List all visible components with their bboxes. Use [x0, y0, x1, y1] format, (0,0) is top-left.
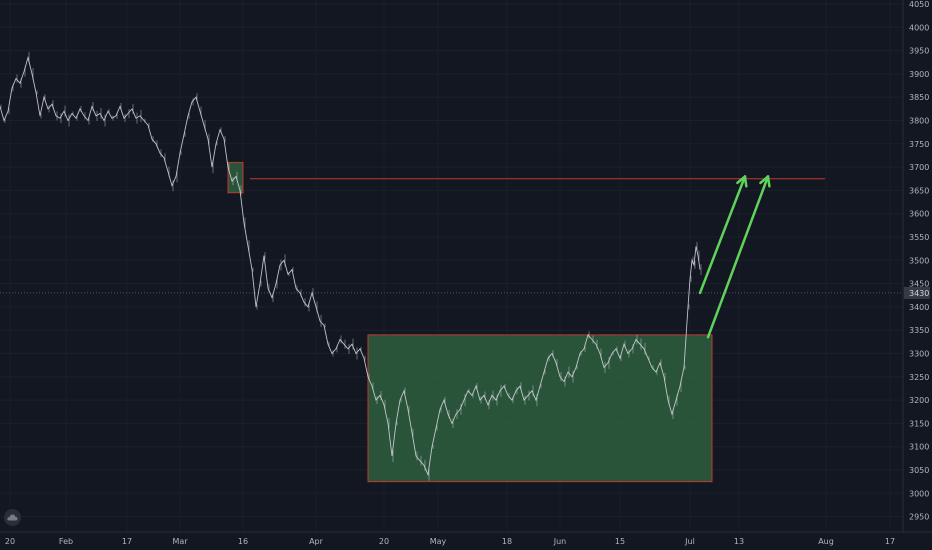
y-tick-label: 3450: [909, 280, 929, 289]
y-tick-label: 4050: [909, 0, 929, 9]
x-tick-label: Aug: [818, 537, 834, 546]
x-tick-label: Jun: [553, 537, 567, 546]
x-tick-label: 17: [885, 537, 895, 546]
y-tick-label: 3750: [909, 140, 929, 149]
x-tick-label: 20: [5, 537, 15, 546]
current-price-label: 3430: [909, 289, 929, 298]
x-tick-label: Apr: [309, 537, 324, 546]
x-tick-label: 13: [734, 537, 744, 546]
y-tick-label: 3300: [909, 350, 929, 359]
y-tick-label: 3400: [909, 303, 929, 312]
y-tick-label: 3900: [909, 70, 929, 79]
x-tick-label: 18: [502, 537, 512, 546]
y-tick-label: 3100: [909, 443, 929, 452]
x-tick-label: Jul: [684, 537, 695, 546]
y-tick-label: 3250: [909, 373, 929, 382]
arrow-head: [736, 175, 748, 188]
x-tick-label: 15: [615, 537, 625, 546]
y-tick-label: 3350: [909, 326, 929, 335]
tradingview-cloud-icon[interactable]: [4, 509, 21, 526]
time-axis[interactable]: 20 Feb 17 Mar 16 Apr 20 May 18 Jun 15 Jul 13 Aug 17: [5, 537, 895, 546]
y-tick-label: 3950: [909, 47, 929, 56]
y-tick-label: 3650: [909, 186, 929, 195]
y-tick-label: 3200: [909, 396, 929, 405]
y-tick-label: 3550: [909, 233, 929, 242]
y-tick-label: 3150: [909, 419, 929, 428]
y-tick-label: 3700: [909, 163, 929, 172]
x-tick-label: 20: [379, 537, 389, 546]
y-tick-label: 2950: [909, 513, 929, 522]
x-tick-label: 16: [238, 537, 248, 546]
y-tick-label: 3000: [909, 489, 929, 498]
y-tick-label: 3800: [909, 117, 929, 126]
y-tick-label: 3850: [909, 93, 929, 102]
x-tick-label: Mar: [172, 537, 188, 546]
projection-arrows: [698, 175, 771, 339]
price-series: [0, 52, 702, 481]
current-price-badge: 3430: [904, 286, 930, 299]
demand-zone-box[interactable]: [367, 334, 713, 483]
projection-arrow[interactable]: [698, 175, 747, 295]
x-tick-label: 17: [122, 537, 132, 546]
arrow-head: [759, 175, 771, 188]
resistance-line-layer: [0, 178, 903, 294]
price-axis[interactable]: 4050 4000 3950 3900 3850 3800 3750 3700 3650 3600…: [909, 0, 929, 522]
y-tick-label: 4000: [909, 23, 929, 32]
projection-arrow[interactable]: [706, 175, 770, 339]
y-tick-label: 3600: [909, 210, 929, 219]
y-tick-label: 3500: [909, 256, 929, 265]
consolidation-zones: [227, 161, 713, 483]
x-tick-label: May: [430, 537, 447, 546]
price-line: [0, 55, 701, 477]
y-tick-label: 3050: [909, 466, 929, 475]
x-tick-label: Feb: [59, 537, 73, 546]
